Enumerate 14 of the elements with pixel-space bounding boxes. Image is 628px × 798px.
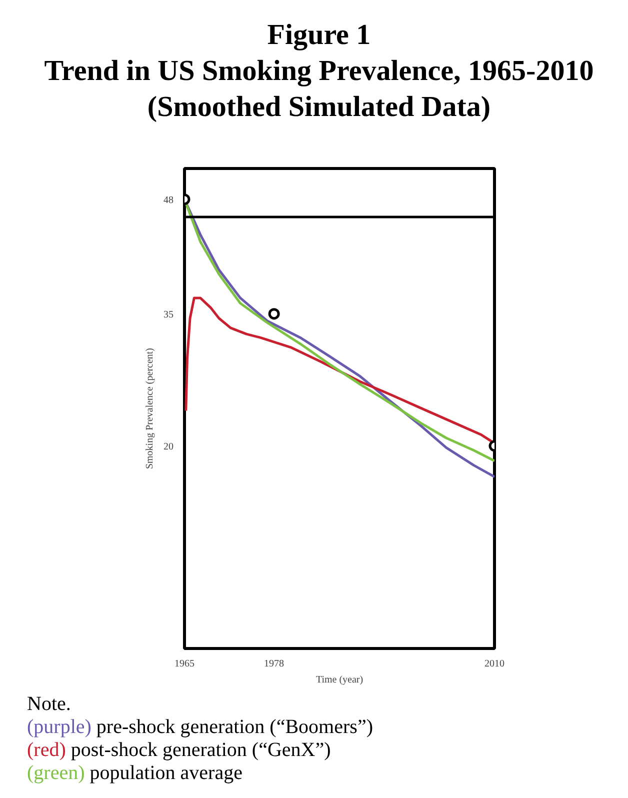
text: (purple) pre-shock generation (“Boomers”) (27, 716, 373, 739)
y-tick-label: 35 (164, 309, 174, 320)
y-tick-label: 48 (164, 194, 174, 206)
x-tick-label: 1978 (264, 658, 284, 670)
text: (green) population average (27, 762, 244, 785)
text: Note. (27, 693, 72, 716)
x-tick-label: 2010 (484, 658, 504, 670)
chart-subtitle: Trend in US Smoking Prevalence, 1965-2010 (Smoothed Simulated Data) (44, 54, 594, 125)
y-tick-label: 20 (164, 441, 174, 452)
x-tick-label: 1965 (174, 658, 194, 670)
x-axis-title: Time (year) (316, 674, 364, 686)
y-axis-title: Smoking Prevalence (percent) (144, 348, 156, 470)
chart-title: Figure 1 (266, 18, 372, 53)
text: (red) post-shock generation (“GenX”) (27, 739, 332, 762)
